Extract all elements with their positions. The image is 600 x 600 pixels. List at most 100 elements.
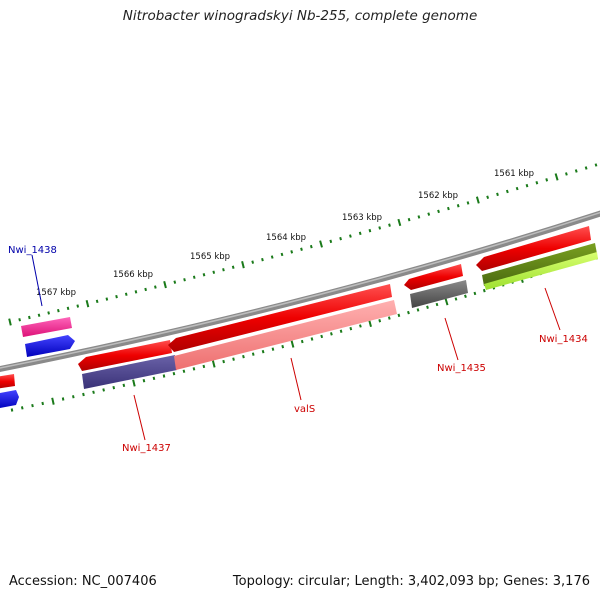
leader-nwi-1437 <box>133 394 146 441</box>
gene-feature-nwi-1435[interactable] <box>404 264 463 290</box>
minor-tick <box>102 388 105 392</box>
category-track <box>0 243 598 409</box>
minor-tick <box>281 344 285 349</box>
minor-tick <box>142 378 146 383</box>
minor-tick <box>41 401 44 406</box>
minor-tick <box>112 385 116 390</box>
minor-tick <box>427 212 431 216</box>
leader-nwi-1434 <box>544 287 561 331</box>
minor-tick <box>66 306 70 311</box>
gene-feature-nwi-1434[interactable] <box>476 226 591 271</box>
major-tick <box>211 360 216 368</box>
minor-tick <box>76 304 80 308</box>
minor-tick <box>270 255 274 259</box>
minor-tick <box>152 376 156 381</box>
minor-tick <box>397 313 401 318</box>
minor-tick <box>482 288 486 293</box>
minor-tick <box>251 352 255 356</box>
minor-tick <box>92 390 95 394</box>
minor-tick <box>144 287 147 292</box>
minor-tick <box>309 244 313 249</box>
minor-tick <box>329 239 333 244</box>
major-tick <box>319 240 323 248</box>
minor-tick <box>535 181 539 185</box>
minor-tick <box>454 297 458 301</box>
minor-tick <box>387 316 391 320</box>
minor-tick <box>37 313 41 317</box>
major-tick <box>397 218 402 227</box>
gene-feature-nwi-1437[interactable] <box>78 340 172 371</box>
major-tick <box>554 173 559 181</box>
gene-label-vals[interactable]: valS <box>294 404 315 415</box>
minor-tick <box>28 315 31 320</box>
gene-label-nwi-1438[interactable]: Nwi_1438 <box>8 245 57 256</box>
outer-tick-ring <box>8 163 598 326</box>
gene-leaders <box>31 254 561 441</box>
minor-tick <box>72 395 75 399</box>
feature-partial-red[interactable] <box>0 374 15 389</box>
gene-label-nwi-1435[interactable]: Nwi_1435 <box>437 363 486 374</box>
minor-tick <box>47 311 50 315</box>
minor-tick <box>261 349 265 354</box>
minor-tick <box>231 265 235 269</box>
minor-tick <box>232 357 235 361</box>
genome-summary-text: Topology: circular; Length: 3,402,093 bp… <box>232 574 590 589</box>
major-tick <box>444 298 449 306</box>
minor-tick <box>473 291 477 296</box>
minor-tick <box>212 270 216 274</box>
minor-tick <box>82 392 85 397</box>
minor-tick <box>437 209 440 214</box>
minor-tick <box>18 318 21 322</box>
gene-feature-vals[interactable] <box>168 284 392 352</box>
minor-tick <box>173 280 177 284</box>
minor-tick <box>310 337 314 341</box>
minor-tick <box>95 299 99 304</box>
map-title: Nitrobacter winogradskyi Nb-255, complet… <box>122 8 478 24</box>
minor-tick <box>222 268 225 272</box>
minor-tick <box>496 192 499 197</box>
leader-vals <box>290 357 302 401</box>
minor-tick <box>202 364 206 369</box>
minor-tick <box>31 403 34 408</box>
minor-tick <box>300 339 304 344</box>
genome-backbone <box>0 210 600 373</box>
minor-tick <box>349 326 353 331</box>
minor-tick <box>20 406 24 410</box>
minor-tick <box>10 408 14 412</box>
major-tick <box>475 196 480 204</box>
minor-tick <box>222 359 225 364</box>
minor-tick <box>407 217 411 222</box>
leader-nwi-1435 <box>444 317 459 361</box>
minor-tick <box>515 186 519 191</box>
minor-tick <box>182 369 186 373</box>
minor-tick <box>251 260 255 264</box>
minor-tick <box>359 324 362 328</box>
minor-tick <box>290 250 294 254</box>
minor-tick <box>574 169 578 173</box>
minor-tick <box>456 204 460 208</box>
gene-feature-nwi-1438[interactable] <box>25 335 75 357</box>
feature-partial-blue[interactable] <box>0 390 19 409</box>
minor-tick <box>466 201 470 205</box>
minor-tick <box>447 206 450 211</box>
minor-tick <box>172 371 176 376</box>
minor-tick <box>426 305 429 309</box>
major-tick <box>163 280 167 289</box>
category-block-navy <box>82 355 177 389</box>
gene-label-nwi-1437[interactable]: Nwi_1437 <box>122 443 171 454</box>
major-tick <box>51 397 55 405</box>
category-block-gray <box>410 280 468 308</box>
gene-label-nwi-1434[interactable]: Nwi_1434 <box>539 334 588 345</box>
major-tick <box>241 261 245 269</box>
category-block-pink <box>174 300 397 370</box>
tick-label-1562: 1562 kbp <box>418 191 458 201</box>
minor-tick <box>545 178 549 182</box>
minor-tick <box>349 234 352 238</box>
minor-tick <box>122 383 126 388</box>
minor-tick <box>261 257 264 262</box>
gene-feature-magenta[interactable] <box>21 317 72 337</box>
major-tick <box>85 300 90 308</box>
minor-tick <box>378 319 382 323</box>
minor-tick <box>565 172 568 176</box>
